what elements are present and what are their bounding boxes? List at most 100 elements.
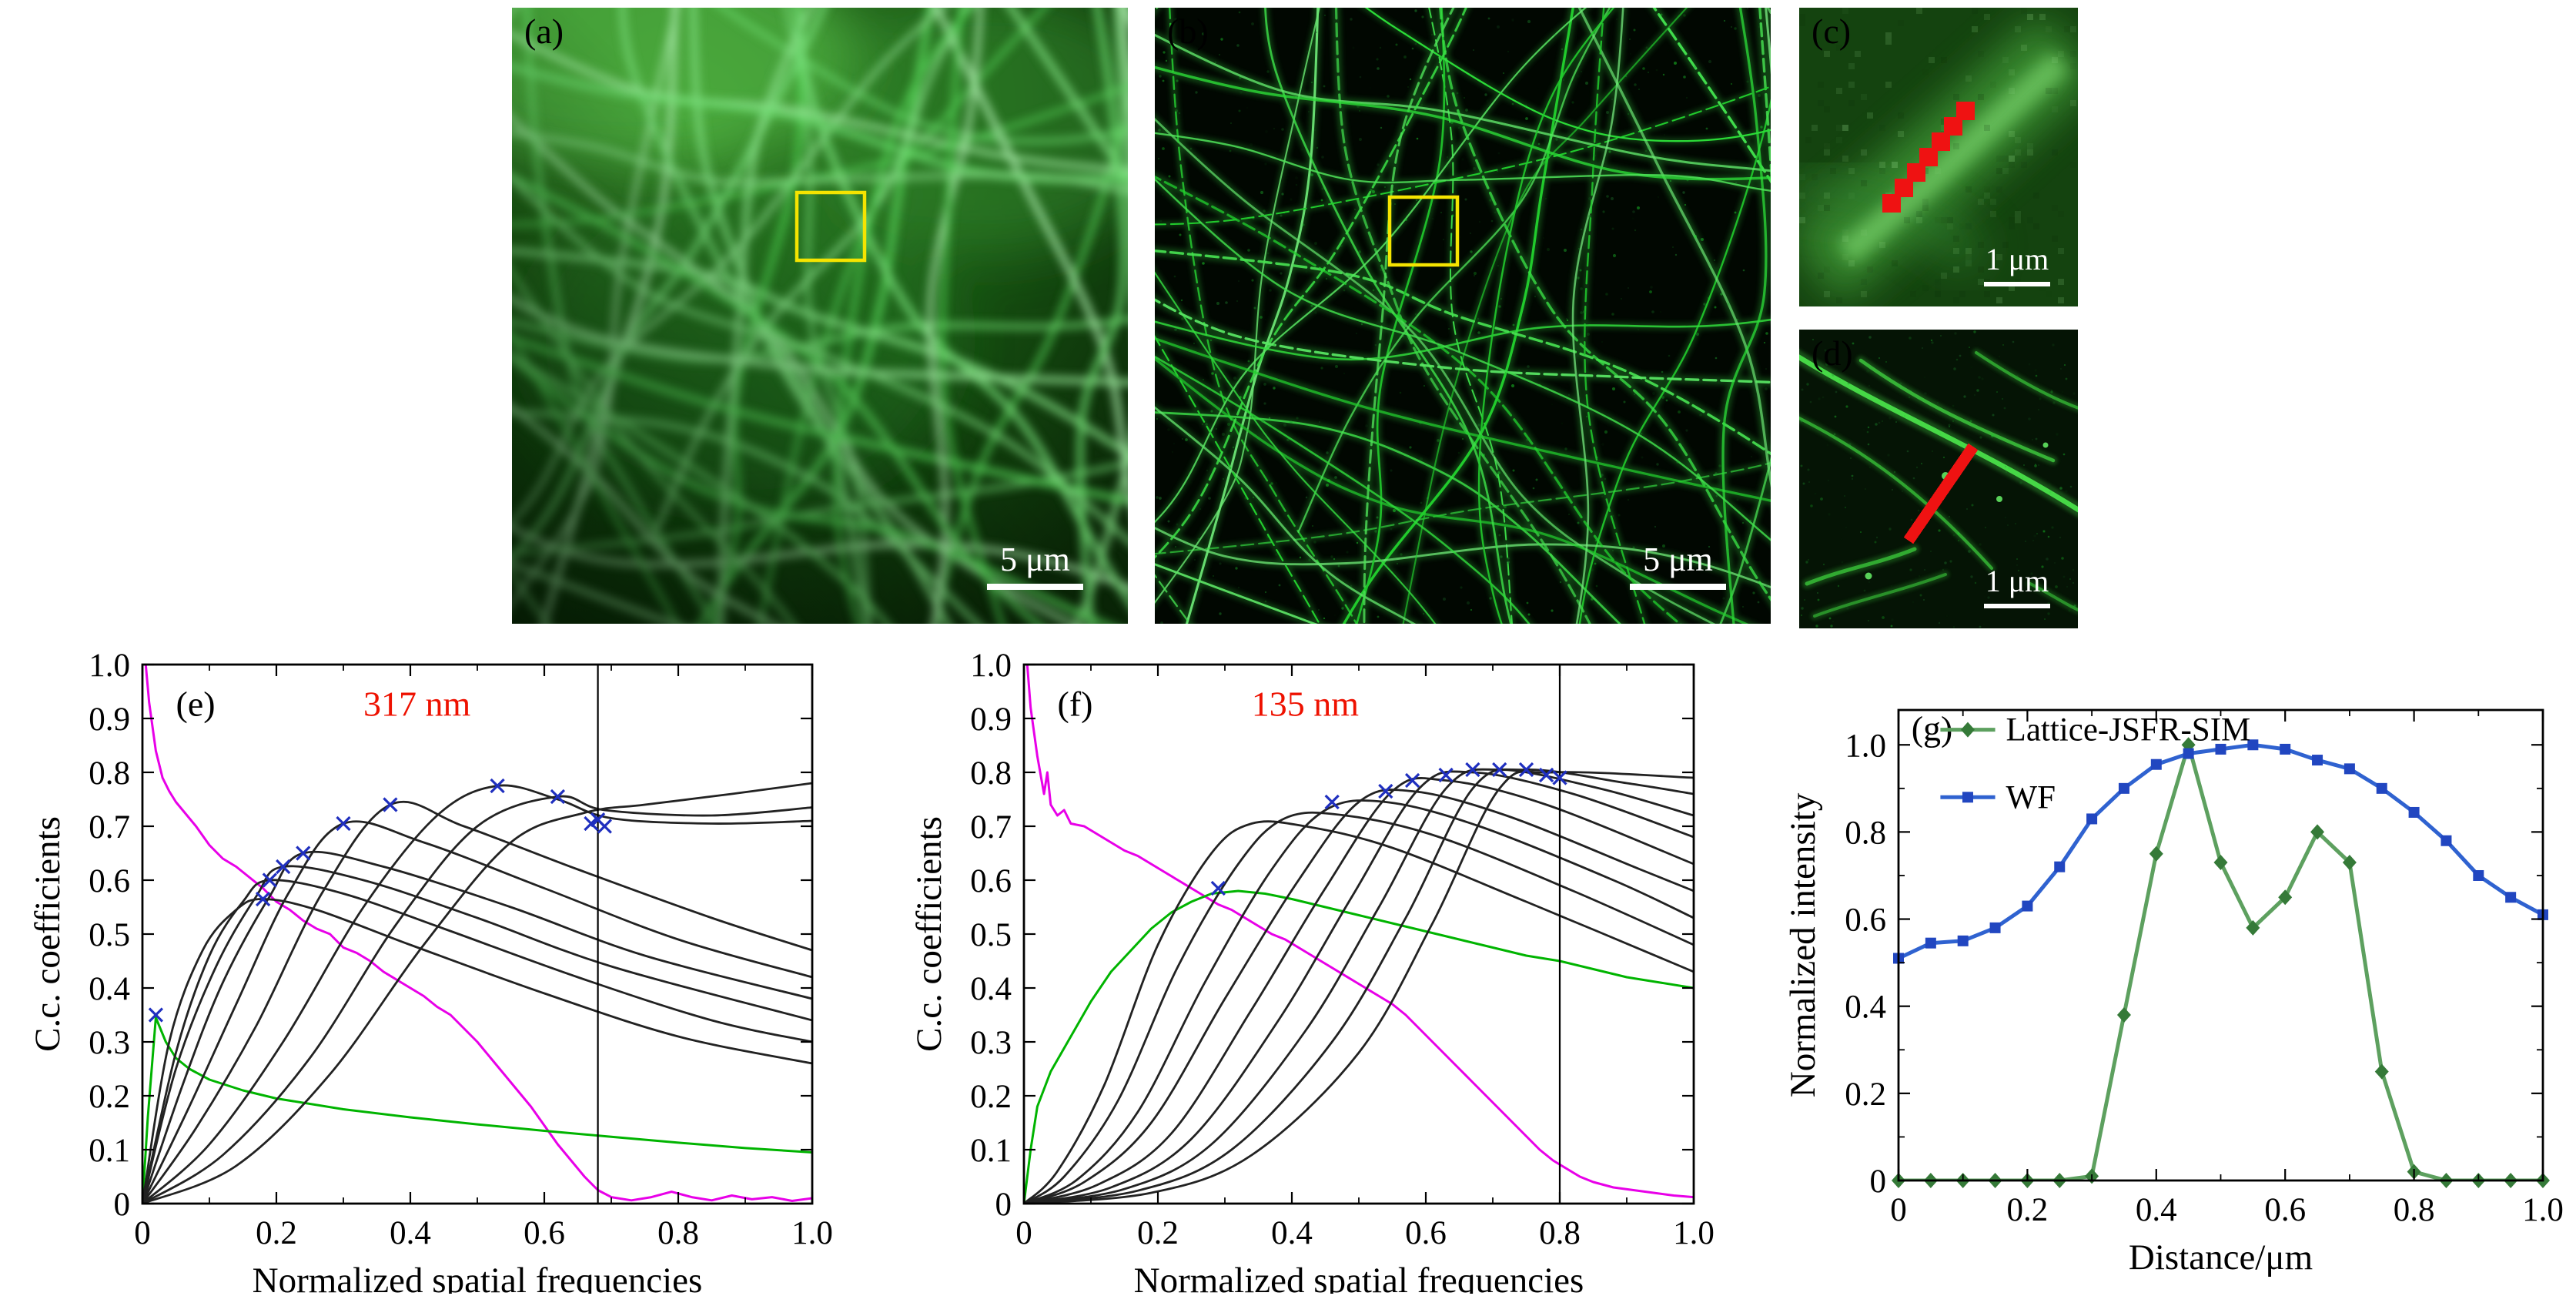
cc-peak-marker: [597, 819, 612, 834]
x-tick-label: 0.4: [2136, 1192, 2177, 1228]
series-cc-1: [142, 898, 812, 1204]
y-tick-label: 0.5: [89, 917, 130, 953]
y-tick-label: 0.8: [89, 755, 130, 792]
data-point-WF: [2054, 861, 2066, 872]
data-point-Lattice-JSFR-SIM: [2374, 1063, 2389, 1080]
panel-d-scale-bar: 1 μm: [1984, 566, 2050, 608]
legend-label: WF: [2006, 779, 2056, 815]
blurred-filament-ridge: [1837, 52, 2070, 265]
chart-e-cc-vs-frequency-wf: 0 0.2 0.4 0.6 0.8 1.0 0 0.1 0.2 0.3 0.4 0.5 0.6 0.7 0.…: [19, 643, 893, 1294]
series-cc-1: [1024, 820, 1694, 1204]
data-point-WF: [2086, 813, 2098, 825]
panel-c-widefield-zoom: (c) 1 μm: [1799, 8, 2078, 306]
x-tick-label: 0.6: [524, 1215, 565, 1251]
data-point-WF: [2343, 763, 2355, 775]
panel-d-sim-zoom: (d) 1 μm: [1799, 330, 2078, 628]
cc-peak-marker: [1404, 772, 1420, 789]
y-tick-label: 0.6: [89, 863, 130, 899]
x-tick-label: 0.8: [2394, 1192, 2435, 1228]
cc-peak-marker: [1538, 767, 1554, 783]
data-point-Lattice-JSFR-SIM: [2310, 824, 2325, 840]
x-axis-title: Normalized spatial frequencies: [253, 1261, 703, 1294]
sim-zoom-canvas: [1799, 330, 2078, 628]
data-point-WF: [2376, 782, 2387, 794]
data-point-Lattice-JSFR-SIM: [2213, 855, 2228, 871]
x-tick-label: 0.8: [1539, 1215, 1581, 1251]
series-cc-9: [142, 782, 812, 1204]
panel-b-sim-image: (b) 5 μm: [1155, 8, 1771, 624]
data-point-Lattice-JSFR-SIM: [2278, 889, 2293, 906]
scale-bar-line: [987, 584, 1083, 590]
data-point-Lattice-JSFR-SIM: [2116, 1007, 2131, 1023]
x-tick-label: 0.6: [1405, 1215, 1447, 1251]
y-tick-label: 0.6: [1845, 903, 1886, 939]
profile-line-red: [1903, 443, 1979, 544]
scale-bar-label: 5 μm: [1643, 541, 1713, 578]
y-tick-label: 0.2: [1845, 1077, 1886, 1113]
y-tick-label: 0.9: [89, 702, 130, 738]
series-Lattice-JSFR-SIM: [1899, 742, 2543, 1180]
y-axis-title: Normalized intensity: [1783, 792, 1823, 1097]
series-cc-5: [1024, 777, 1694, 1204]
cc-peak-marker: [490, 778, 505, 794]
plot-area: [1024, 665, 1694, 1204]
scale-bar-label: 1 μm: [1985, 564, 2049, 598]
cc-peak-marker: [296, 846, 311, 861]
panel-a-widefield-image: (a) 5 μm: [512, 8, 1128, 624]
chart-g-intensity-profile: 0 0.2 0.4 0.6 0.8 1.0 0 0.2 0.4 0.6 0.8 1.0 Distance…: [1775, 643, 2576, 1294]
y-tick-label: 0.7: [89, 809, 130, 846]
background-noise: [1799, 330, 2078, 628]
cc-peak-marker: [1378, 783, 1393, 799]
data-point-WF: [2150, 759, 2162, 770]
series-cc-8: [1024, 768, 1694, 1204]
panel-d-label: (d): [1812, 333, 1853, 373]
widefield-image-canvas: [512, 8, 1128, 624]
y-tick-label: 0.8: [1845, 815, 1886, 851]
data-point-WF: [1957, 935, 1969, 946]
y-tick-label: 0.8: [970, 755, 1012, 792]
plot-area: [1899, 742, 2543, 1180]
cc-peak-marker: [383, 797, 398, 812]
y-tick-label: 0.2: [89, 1079, 130, 1115]
y-tick-label: 0.7: [970, 809, 1012, 846]
series-noise-cc: [144, 665, 812, 1202]
panel-a-label: (a): [524, 12, 564, 51]
y-tick-label: 0.4: [1845, 990, 1886, 1026]
x-axis-title: Distance/μm: [2129, 1237, 2313, 1278]
chart-f-cc-vs-frequency-sim: 0 0.2 0.4 0.6 0.8 1.0 0 0.1 0.2 0.3 0.4 0.5 0.6 0.7 0.…: [901, 643, 1775, 1294]
series-cc-5: [142, 820, 812, 1204]
panel-c-label: (c): [1812, 12, 1852, 51]
background-noise: [1156, 8, 1768, 624]
vignette: [512, 8, 1128, 624]
x-tick-label: 1.0: [2522, 1192, 2564, 1228]
y-tick-label: 0: [114, 1187, 131, 1223]
series-noise-cc: [1025, 665, 1694, 1199]
legend-marker: [1962, 792, 1973, 803]
series-cc-3: [142, 865, 812, 1204]
cc-peak-marker: [148, 1007, 164, 1023]
y-tick-label: 0.3: [970, 1025, 1012, 1061]
data-point-Lattice-JSFR-SIM: [2342, 855, 2357, 871]
x-tick-label: 0.2: [1137, 1215, 1179, 1251]
scale-bar-label: 5 μm: [1000, 541, 1070, 578]
axes-frame: [141, 663, 814, 1205]
scale-bar-line: [1984, 604, 2050, 608]
x-tick-label: 0.8: [657, 1215, 699, 1251]
y-axis-title: C.c. coefficients: [28, 816, 68, 1052]
axes-frame: [1897, 708, 2544, 1182]
x-tick-label: 1.0: [1673, 1215, 1715, 1251]
data-point-WF: [2505, 892, 2517, 903]
y-tick-label: 0.4: [89, 971, 130, 1007]
cc-peak-marker: [1324, 794, 1340, 810]
data-point-WF: [2408, 806, 2420, 818]
cc-peak-marker: [262, 872, 277, 888]
y-tick-label: 0.5: [970, 917, 1012, 953]
x-tick-label: 0: [1015, 1215, 1032, 1251]
data-point-WF: [1989, 922, 2001, 933]
cc-peak-marker: [1210, 880, 1226, 896]
x-tick-label: 0: [1890, 1192, 1907, 1228]
series-cc-3: [1024, 799, 1694, 1204]
cc-peak-marker: [1465, 762, 1480, 778]
y-tick-label: 1.0: [970, 648, 1012, 684]
profile-line-red: [1882, 102, 1975, 213]
